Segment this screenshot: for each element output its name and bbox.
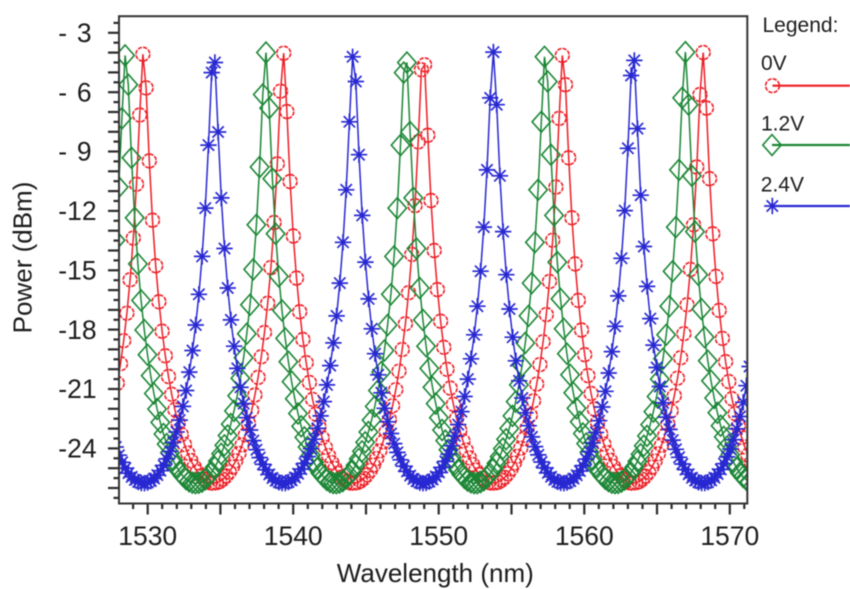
svg-text:Power (dBm): Power (dBm) [8, 182, 38, 334]
svg-text:1560: 1560 [555, 521, 614, 551]
svg-text:-: - [58, 18, 67, 48]
svg-text:6: 6 [77, 77, 92, 107]
svg-text:9: 9 [77, 137, 92, 167]
svg-text:Legend:: Legend: [763, 14, 839, 37]
svg-text:-24: -24 [58, 434, 96, 464]
svg-text:Wavelength (nm): Wavelength (nm) [337, 558, 534, 588]
svg-text:3: 3 [77, 18, 92, 48]
svg-text:1540: 1540 [264, 521, 323, 551]
svg-text:1550: 1550 [409, 521, 468, 551]
svg-text:-: - [58, 137, 67, 167]
svg-text:-18: -18 [58, 315, 96, 345]
svg-text:-15: -15 [58, 255, 96, 285]
svg-text:1.2V: 1.2V [761, 112, 804, 135]
svg-text:1530: 1530 [118, 521, 177, 551]
svg-text:-12: -12 [58, 196, 96, 226]
svg-text:1570: 1570 [700, 521, 759, 551]
svg-text:2.4V: 2.4V [761, 173, 804, 196]
svg-text:-: - [58, 77, 67, 107]
svg-text:0V: 0V [761, 52, 787, 75]
svg-text:-21: -21 [58, 374, 96, 404]
